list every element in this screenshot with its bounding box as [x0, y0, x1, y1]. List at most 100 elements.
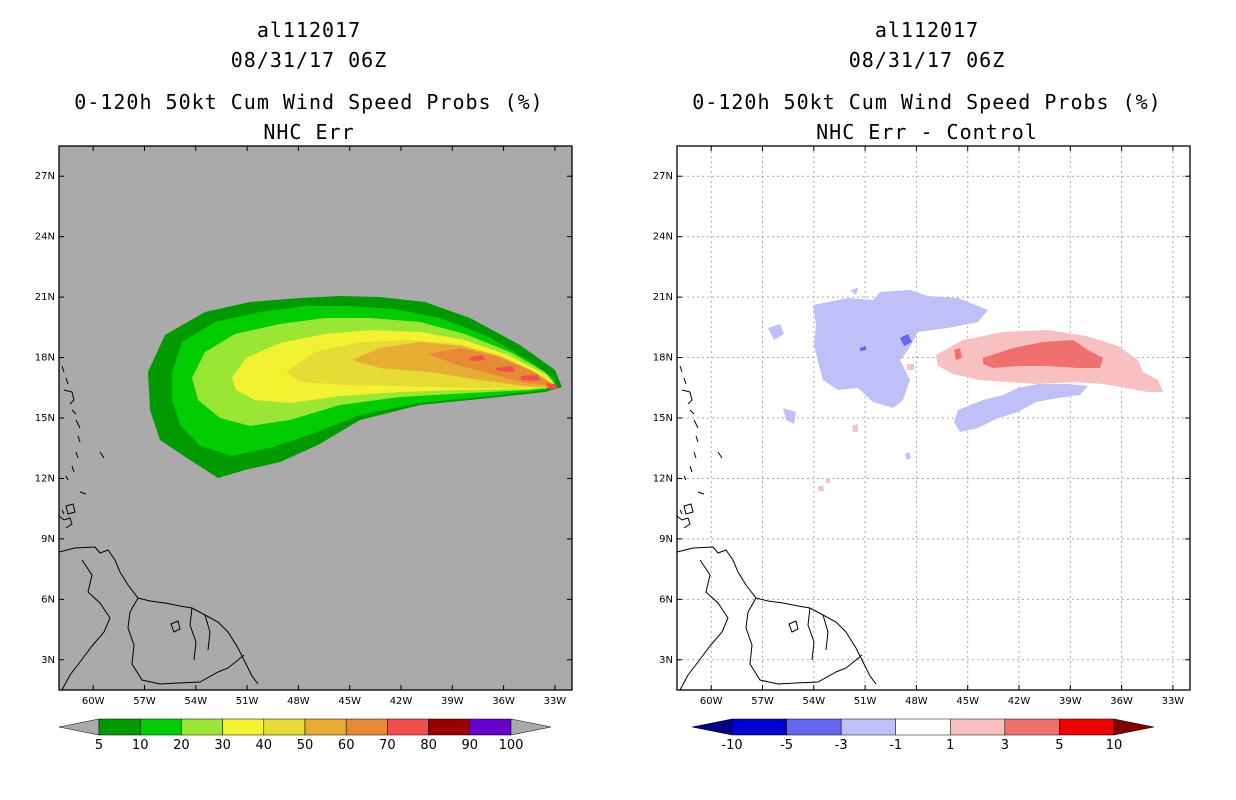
colorbar-segment — [181, 718, 223, 736]
colorbar-segment — [1059, 718, 1115, 736]
y-tick-label: 15N — [653, 413, 673, 424]
storm-id: al112017 — [256, 18, 362, 42]
diff-neg-mid-1 — [900, 334, 912, 346]
axes: 60W 57W 54W 51W 48W 45W 42W 39W 36W 33W 27N 24N 21N 1… — [35, 146, 572, 707]
x-tick-label: 36W — [1110, 696, 1133, 707]
grid — [677, 146, 1190, 690]
colorbar-segment — [263, 718, 306, 736]
colorbar-label: 40 — [256, 738, 273, 753]
border-1 — [679, 559, 729, 690]
x-tick-label: 48W — [287, 696, 310, 707]
panel-nhc-err: al112017 08/31/17 06Z 0-120h 50kt Cum Wi… — [35, 18, 573, 753]
diff-neg-5 — [905, 452, 911, 460]
colorbar-label: -10 — [721, 738, 742, 753]
panel-nhc-err-control: al112017 08/31/17 06Z 0-120h 50kt Cum Wi… — [618, 0, 1236, 800]
storm-id: al112017 — [874, 18, 980, 42]
chart-subtitle: NHC Err — [263, 120, 355, 144]
x-tick-label: 48W — [905, 696, 928, 707]
border-1 — [61, 559, 111, 690]
y-tick-label: 18N — [653, 353, 673, 364]
colorbar-label: 10 — [132, 738, 149, 753]
diff-neg-4 — [783, 408, 796, 424]
coastline-south-america — [59, 546, 259, 685]
trinidad — [65, 503, 76, 515]
y-tick-label: 12N — [653, 473, 673, 484]
map-svg: 60W 57W 54W 51W 48W 45W 42W 39W 36W 33W 27N 24N 21N 1… — [653, 145, 1191, 753]
chart-title: 0-120h 50kt Cum Wind Speed Probs (%) — [692, 90, 1162, 114]
map-svg: 60W 57W 54W 51W 48W 45W 42W 39W 36W 33W 27N 24N 21N 1… — [35, 145, 573, 753]
colorbar-arrow-left — [691, 718, 733, 736]
colorbar-label: 5 — [95, 738, 103, 753]
x-tick-label: 54W — [184, 696, 207, 707]
colorbar-label: 90 — [462, 738, 479, 753]
x-tick-label: 33W — [544, 696, 567, 707]
diff-neg-2 — [954, 384, 1088, 432]
colorbar-segment — [840, 718, 896, 736]
colorbar-label: -3 — [835, 738, 848, 753]
diff-neg-6 — [850, 288, 858, 295]
datetime: 08/31/17 06Z — [848, 48, 1006, 72]
border-2 — [745, 597, 863, 685]
contour-70b — [495, 366, 516, 372]
colorbar-arrow-right — [510, 718, 552, 736]
x-tick-label: 39W — [441, 696, 464, 707]
colorbar-label: 60 — [338, 738, 355, 753]
trinidad — [683, 503, 694, 515]
diff-pos-7 — [826, 478, 830, 483]
colorbar-label: 1 — [946, 738, 954, 753]
colorbar-segment — [428, 718, 471, 736]
colorbar-segment — [345, 718, 388, 736]
colorbar-label: 10 — [1106, 738, 1123, 753]
y-tick-label: 18N — [35, 353, 55, 364]
y-tick-label: 12N — [35, 473, 55, 484]
colorbar: -10 -5 -3 -1 1 3 5 10 — [691, 718, 1155, 753]
colorbar-segment — [304, 718, 347, 736]
chart-subtitle: NHC Err - Control — [816, 120, 1038, 144]
x-tick-label: 57W — [751, 696, 774, 707]
chart-title: 0-120h 50kt Cum Wind Speed Probs (%) — [74, 90, 544, 114]
colorbar-label: 3 — [1001, 738, 1009, 753]
colorbar-label: 70 — [379, 738, 396, 753]
lake — [788, 620, 799, 633]
x-tick-label: 51W — [854, 696, 877, 707]
colorbar: 5 10 20 30 40 50 60 70 80 90 100 — [58, 718, 552, 753]
x-tick-label: 51W — [236, 696, 259, 707]
y-tick-label: 9N — [659, 534, 673, 545]
colorbar-segment — [786, 718, 842, 736]
colorbar-label: 50 — [297, 738, 314, 753]
datetime: 08/31/17 06Z — [230, 48, 388, 72]
border-3 — [807, 607, 815, 661]
x-tick-label: 33W — [1162, 696, 1185, 707]
diff-pos-3 — [954, 348, 962, 360]
x-tick-label: 45W — [956, 696, 979, 707]
contour-70c — [520, 375, 540, 381]
colorbar-label: 100 — [499, 738, 524, 753]
x-tick-label: 36W — [492, 696, 515, 707]
y-tick-label: 9N — [41, 534, 55, 545]
colorbar-segment — [222, 718, 265, 736]
coastline-south-america — [677, 546, 877, 685]
colorbar-segment — [895, 718, 951, 736]
y-tick-label: 6N — [659, 594, 673, 605]
colorbar-segment — [731, 718, 787, 736]
colorbar-label: 80 — [420, 738, 437, 753]
colorbar-arrow-left — [58, 718, 100, 736]
y-tick-label: 27N — [35, 171, 55, 182]
border-4 — [204, 614, 211, 651]
y-tick-label: 21N — [35, 292, 55, 303]
colorbar-segment — [1004, 718, 1060, 736]
axes: 60W 57W 54W 51W 48W 45W 42W 39W 36W 33W 27N 24N 21N 1… — [653, 146, 1190, 707]
colorbar-label: -5 — [780, 738, 793, 753]
y-tick-label: 27N — [653, 171, 673, 182]
antilles — [61, 365, 105, 515]
x-tick-label: 54W — [802, 696, 825, 707]
x-tick-label: 45W — [338, 696, 361, 707]
y-tick-label: 15N — [35, 413, 55, 424]
antilles — [679, 365, 723, 515]
contour-70a — [468, 355, 486, 361]
border-4 — [822, 614, 829, 651]
contour-70d — [546, 383, 558, 389]
y-tick-label: 21N — [653, 292, 673, 303]
colorbar-label: -1 — [889, 738, 902, 753]
colorbar-segment — [387, 718, 429, 736]
